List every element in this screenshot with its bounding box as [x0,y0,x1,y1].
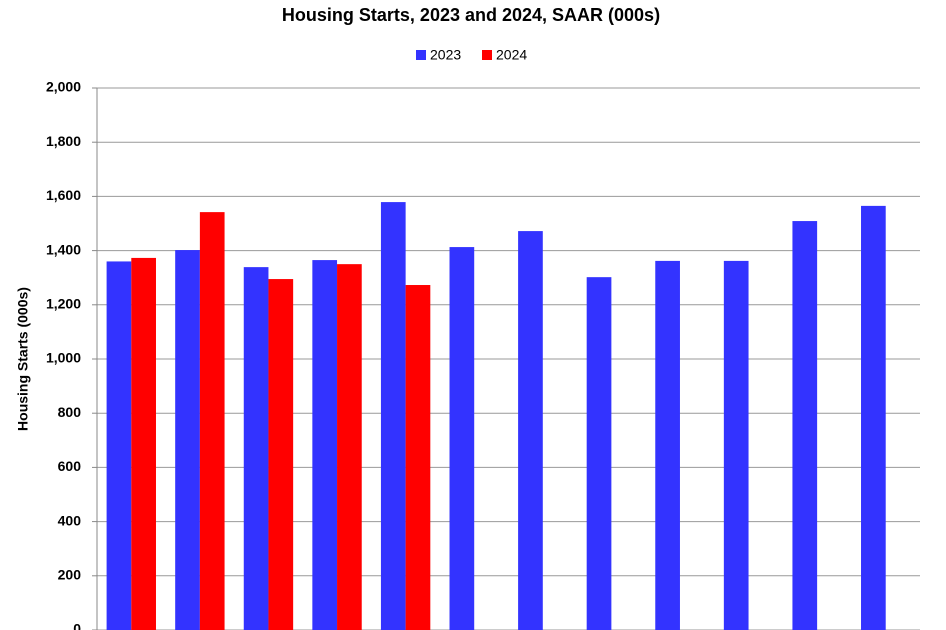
y-tick-label: 1,000 [46,350,81,366]
legend-swatch [416,50,426,60]
y-tick-label: 400 [58,512,82,528]
bar [518,231,543,630]
bar [106,261,132,630]
y-tick-label: 2,000 [46,79,81,95]
legend-label: 2023 [430,47,461,63]
y-tick-label: 200 [58,567,82,583]
y-axis-label: Housing Starts (000s) [15,287,31,431]
bar [131,257,156,630]
bar [175,250,200,630]
bar [861,205,886,630]
bar [337,264,362,630]
y-tick-label: 1,400 [46,241,81,257]
bar [586,277,612,630]
bar [449,247,475,630]
y-tick-label: 600 [58,458,82,474]
bar [655,260,680,630]
bar [723,260,749,630]
legend-label: 2024 [496,47,527,63]
y-tick-label: 1,800 [46,133,81,149]
bar [405,285,431,630]
bar [380,202,406,630]
bar [268,279,294,630]
y-tick-label: 1,200 [46,296,81,312]
y-tick-label: 0 [73,621,81,630]
chart-title: Housing Starts, 2023 and 2024, SAAR (000… [282,5,660,25]
bar [792,221,818,630]
y-tick-label: 1,600 [46,187,81,203]
bar [199,212,225,630]
legend-swatch [482,50,492,60]
bar [243,267,269,630]
bar [312,260,338,630]
y-tick-label: 800 [58,404,82,420]
